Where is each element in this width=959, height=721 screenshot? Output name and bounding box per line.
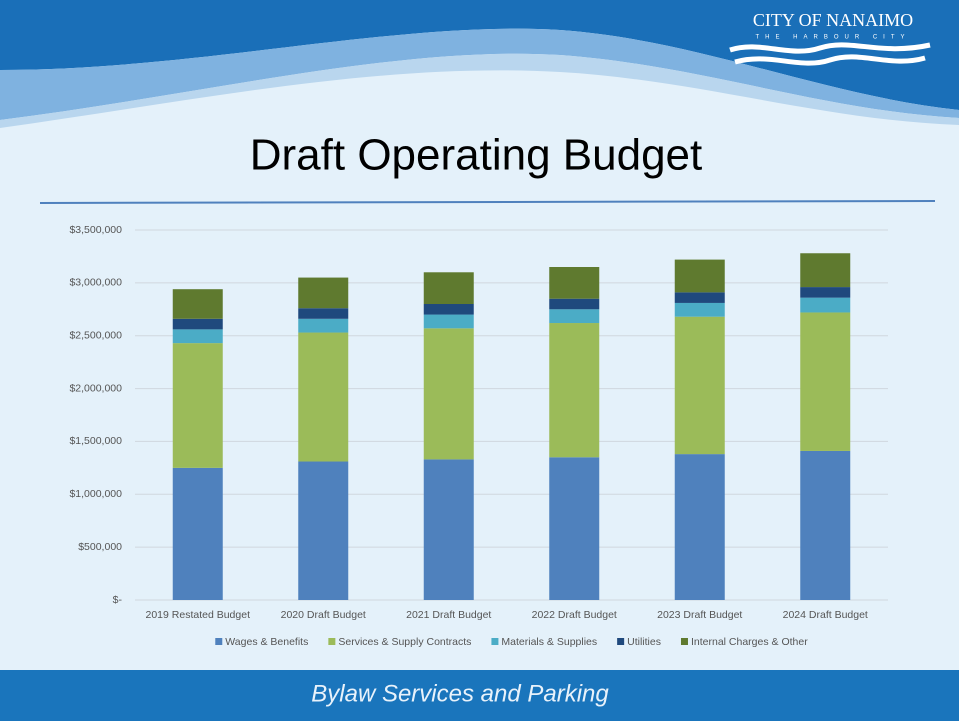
legend-label: Services & Supply Contracts <box>338 636 471 648</box>
bar-segment <box>298 278 348 309</box>
y-tick-label: $2,500,000 <box>69 329 122 341</box>
bar-segment <box>173 329 223 343</box>
footer-text: Bylaw Services and Parking <box>311 680 609 707</box>
bar-segment <box>800 312 850 450</box>
x-tick-label: 2022 Draft Budget <box>532 609 617 621</box>
bar-segment <box>173 468 223 600</box>
bar-segment <box>549 323 599 457</box>
bar-segment <box>800 298 850 313</box>
x-tick-label: 2020 Draft Budget <box>281 609 366 621</box>
bar-segment <box>549 299 599 310</box>
y-tick-label: $3,000,000 <box>69 277 122 289</box>
legend-swatch <box>491 638 498 645</box>
legend: Wages & Benefits Services & Supply Contra… <box>215 636 808 648</box>
slide-title: Draft Operating Budget <box>250 131 702 180</box>
y-tick-label: $1,000,000 <box>69 488 122 500</box>
x-tick-label: 2024 Draft Budget <box>783 609 868 621</box>
legend-swatch <box>617 638 624 645</box>
bar-segment <box>424 315 474 329</box>
legend-swatch <box>328 638 335 645</box>
legend-label: Wages & Benefits <box>225 636 308 648</box>
bar-segment <box>173 289 223 319</box>
bar-segment <box>549 457 599 600</box>
legend-swatch <box>681 638 688 645</box>
bar-segment <box>298 308 348 319</box>
bar-segment <box>675 454 725 600</box>
bar-segment <box>675 317 725 454</box>
y-tick-label: $1,500,000 <box>69 435 122 447</box>
x-tick-label: 2021 Draft Budget <box>406 609 491 621</box>
bar-segment <box>173 319 223 330</box>
bar-segment <box>549 309 599 323</box>
bar-segment <box>173 343 223 468</box>
legend-label: Materials & Supplies <box>501 636 597 648</box>
y-tick-label: $500,000 <box>78 541 122 553</box>
legend-label: Internal Charges & Other <box>691 636 808 648</box>
bar-segment <box>800 287 850 298</box>
bar-segment <box>675 260 725 293</box>
bar-segment <box>549 267 599 299</box>
y-tick-label: $3,500,000 <box>69 224 122 236</box>
x-tick-label: 2019 Restated Budget <box>146 609 251 621</box>
bar-segment <box>424 459 474 600</box>
y-tick-label: $- <box>113 594 123 606</box>
bar-segment <box>800 451 850 600</box>
slide: CITY OF NANAIMO THE HARBOUR CITY Draft O… <box>0 0 959 721</box>
bar-segment <box>298 333 348 462</box>
bar-segment <box>424 272 474 304</box>
logo-name: CITY OF NANAIMO <box>753 10 913 30</box>
bar-segment <box>424 328 474 459</box>
bar-segment <box>675 303 725 317</box>
bar-segment <box>800 253 850 287</box>
legend-swatch <box>215 638 222 645</box>
x-tick-label: 2023 Draft Budget <box>657 609 742 621</box>
y-tick-label: $2,000,000 <box>69 382 122 394</box>
bar-segment <box>424 304 474 315</box>
bar-segment <box>298 319 348 333</box>
legend-label: Utilities <box>627 636 661 648</box>
bar-segment <box>675 292 725 303</box>
logo-tagline: THE HARBOUR CITY <box>755 35 910 41</box>
bar-segment <box>298 462 348 600</box>
